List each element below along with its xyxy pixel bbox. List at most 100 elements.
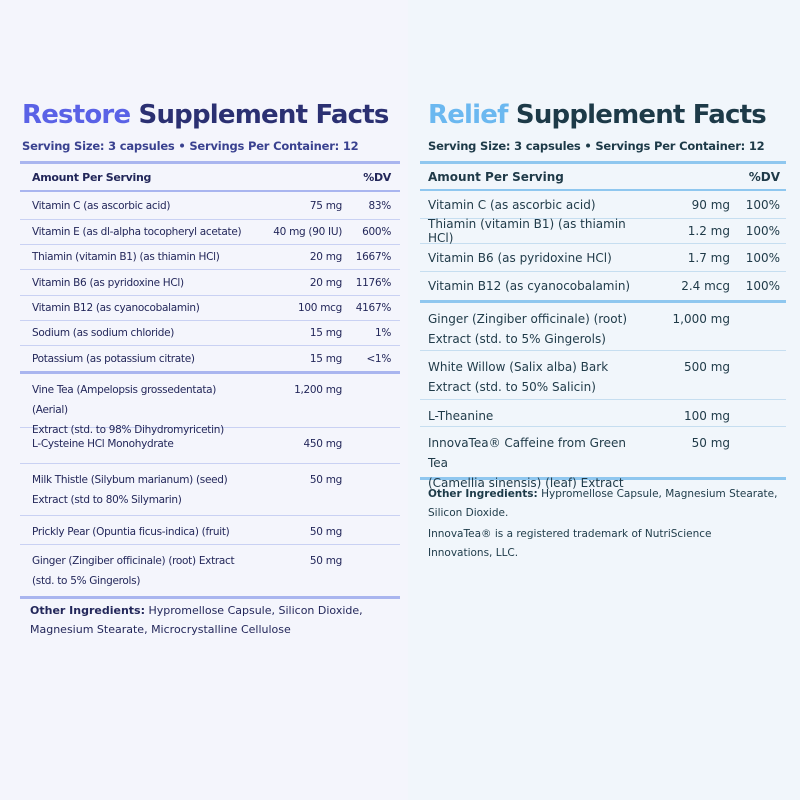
table-row: Ginger (Zingiber officinale) (root) Extra…	[420, 303, 786, 350]
divider	[20, 596, 400, 599]
table-row: Vitamin B6 (as pyridoxine HCl) 20 mg 1176%	[20, 270, 400, 295]
divider	[20, 544, 400, 545]
divider	[420, 271, 786, 272]
name-line: Vine Tea (Ampelopsis grossedentata) (Aer…	[32, 384, 217, 416]
table-row: Ginger (Zingiber officinale) (root) Extr…	[20, 545, 400, 596]
ingredient-amount: 50 mg	[309, 474, 342, 486]
ingredient-name: Milk Thistle (Silybum marianum) (seed) Ex…	[32, 470, 252, 510]
table-header: Amount Per Serving %DV	[420, 164, 786, 189]
ingredient-amount: 1,000 mg	[672, 312, 730, 326]
divider	[20, 244, 400, 245]
table-row: Vitamin B6 (as pyridoxine HCl) 1.7 mg 100%	[420, 244, 786, 271]
divider	[420, 477, 786, 480]
ingredient-amount: 1.7 mg	[687, 250, 730, 265]
ingredient-dv: 600%	[362, 226, 391, 238]
ingredient-amount: 15 mg	[309, 327, 342, 339]
name-line: Extract (std. to 5% Gingerols)	[428, 332, 606, 346]
ingredient-dv: 100%	[745, 250, 780, 265]
name-line: White Willow (Salix alba) Bark	[428, 360, 609, 374]
dv-header: %DV	[748, 169, 780, 184]
ingredient-name: InnovaTea® Caffeine from Green Tea (Camel…	[428, 433, 640, 493]
ingredient-name: Sodium (as sodium chloride)	[32, 327, 175, 339]
restore-panel: Restore Supplement Facts Serving Size: 3…	[0, 0, 408, 800]
serving-info: Serving Size: 3 capsules • Servings Per …	[428, 139, 765, 153]
table-header: Amount Per Serving %DV	[20, 164, 400, 190]
divider	[20, 463, 400, 464]
name-line: (std. to 5% Gingerols)	[32, 575, 141, 587]
relief-facts-table: Amount Per Serving %DV Vitamin C (as asco…	[420, 161, 786, 490]
ingredient-name: Prickly Pear (Opuntia ficus-indica) (fru…	[32, 522, 252, 542]
divider	[20, 345, 400, 346]
table-row: L-Theanine 100 mg	[420, 400, 786, 426]
trademark-text: Innovations, LLC.	[428, 547, 519, 559]
ingredient-amount: 450 mg	[303, 438, 343, 450]
trademark-text: InnovaTea® is a registered trademark of …	[428, 528, 712, 540]
name-line: Prickly Pear (Opuntia ficus-indica) (fru…	[32, 526, 230, 538]
divider	[20, 515, 400, 516]
name-line: L-Theanine	[428, 409, 494, 423]
ingredient-name: L-Cysteine HCl Monohydrate	[32, 434, 252, 454]
ingredient-amount: 90 mg	[691, 197, 730, 212]
dv-header: %DV	[363, 170, 391, 184]
title-rest: Supplement Facts	[138, 100, 390, 130]
table-row: Milk Thistle (Silybum marianum) (seed) Ex…	[20, 464, 400, 515]
divider	[420, 300, 786, 303]
divider	[420, 189, 786, 191]
ingredient-name: Ginger (Zingiber officinale) (root) Extr…	[32, 551, 252, 591]
name-line: Extract (std. to 98% Dihydromyricetin)	[32, 424, 224, 436]
table-row: L-Cysteine HCl Monohydrate 450 mg	[20, 428, 400, 463]
divider	[420, 350, 786, 351]
title-accent: Relief	[428, 100, 508, 130]
ingredient-dv: 100%	[745, 279, 780, 293]
relief-title: Relief Supplement Facts	[428, 100, 767, 130]
other-label: Other Ingredients:	[428, 488, 538, 500]
divider	[20, 269, 400, 270]
ingredient-name: L-Theanine	[428, 406, 640, 426]
serving-info: Serving Size: 3 capsules • Servings Per …	[22, 139, 359, 153]
ingredient-name: Vitamin B6 (as pyridoxine HCl)	[428, 250, 612, 265]
ingredient-name: Vitamin C (as ascorbic acid)	[428, 197, 596, 212]
ingredient-dv: 1176%	[355, 276, 392, 289]
table-row: InnovaTea® Caffeine from Green Tea (Camel…	[420, 427, 786, 490]
ingredient-amount: 75 mg	[309, 199, 342, 212]
ingredient-dv: <1%	[366, 352, 391, 365]
divider	[420, 161, 786, 164]
divider	[420, 218, 786, 219]
other-text: Silicon Dioxide.	[428, 507, 509, 519]
other-text: Hypromellose Capsule, Silicon Dioxide,	[144, 604, 363, 617]
ingredient-name: Vitamin B6 (as pyridoxine HCl)	[32, 276, 184, 289]
other-ingredients: Other Ingredients: Hypromellose Capsule,…	[30, 601, 363, 639]
name-line: Ginger (Zingiber officinale) (root) Extr…	[32, 555, 235, 567]
table-row: Sodium (as sodium chloride) 15 mg 1%	[20, 321, 400, 345]
table-row: White Willow (Salix alba) Bark Extract (s…	[420, 351, 786, 399]
ingredient-name: Vitamin B12 (as cyanocobalamin)	[428, 279, 631, 293]
table-row: Vitamin B12 (as cyanocobalamin) 100 mcg 41…	[20, 296, 400, 320]
name-line: Extract (std. to 50% Salicin)	[428, 380, 596, 394]
ingredient-amount: 50 mg	[309, 555, 342, 567]
ingredient-name: Vitamin B12 (as cyanocobalamin)	[32, 302, 200, 314]
name-line: Extract (std to 80% Silymarin)	[32, 494, 182, 506]
table-row: Potassium (as potassium citrate) 15 mg <1%	[20, 346, 400, 371]
divider	[20, 161, 400, 164]
divider	[20, 320, 400, 321]
relief-panel: Relief Supplement Facts Serving Size: 3 …	[408, 0, 800, 800]
amount-header: Amount Per Serving	[32, 170, 152, 184]
ingredient-amount: 20 mg	[309, 276, 342, 289]
table-row: Vitamin C (as ascorbic acid) 90 mg 100%	[420, 191, 786, 218]
ingredient-name: Thiamin (vitamin B1) (as thiamin HCl)	[32, 251, 220, 263]
ingredient-name: Vine Tea (Ampelopsis grossedentata) (Aer…	[32, 380, 252, 440]
ingredient-amount: 20 mg	[309, 251, 342, 263]
ingredient-name: Thiamin (vitamin B1) (as thiamin HCl)	[428, 217, 626, 245]
other-label: Other Ingredients:	[30, 604, 145, 617]
divider	[20, 219, 400, 220]
ingredient-amount: 40 mg (90 IU)	[273, 226, 342, 238]
ingredient-dv: 1667%	[355, 251, 392, 263]
ingredient-amount: 15 mg	[309, 352, 342, 365]
divider	[20, 427, 400, 428]
ingredient-dv: 100%	[745, 197, 780, 212]
ingredient-dv: 1%	[374, 327, 391, 339]
ingredient-amount: 50 mg	[691, 436, 730, 450]
restore-title: Restore Supplement Facts	[22, 100, 389, 130]
ingredient-amount: 2.4 mcg	[681, 279, 730, 293]
ingredient-dv: 83%	[368, 199, 392, 212]
